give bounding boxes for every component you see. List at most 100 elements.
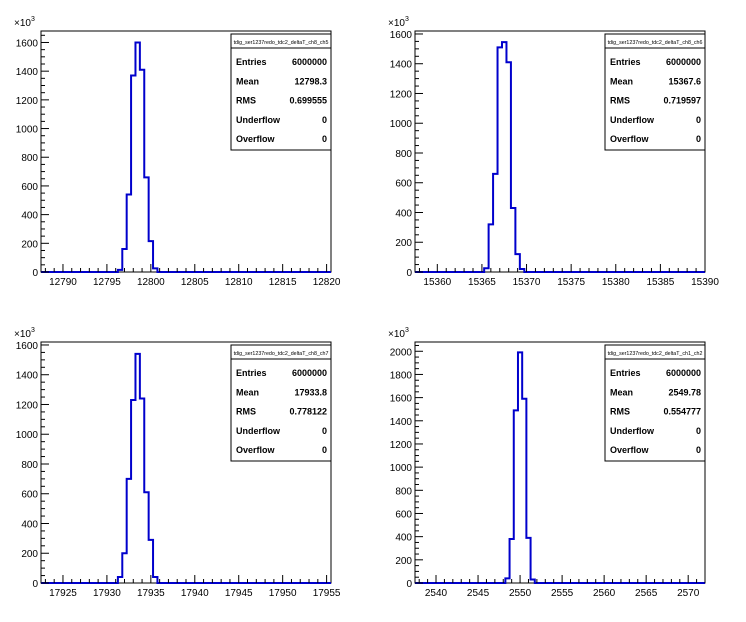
- stats-value: 6000000: [666, 57, 701, 67]
- stats-label: Mean: [236, 76, 259, 86]
- y-tick-label: 800: [21, 460, 38, 471]
- histogram-bin: [135, 354, 139, 583]
- histogram-bin: [118, 270, 122, 272]
- stats-label: Underflow: [236, 426, 281, 436]
- y-tick-label: 1800: [390, 370, 413, 381]
- y-tick-label: 1000: [16, 430, 39, 441]
- x-tick-label: 15390: [691, 277, 719, 288]
- x-tick-label: 2565: [635, 588, 658, 599]
- y-tick-label: 0: [32, 268, 38, 279]
- y-multiplier-label: ×10: [14, 18, 31, 29]
- y-multiplier-label: ×10: [388, 329, 405, 340]
- y-tick-label: 1000: [390, 463, 413, 474]
- y-tick-label: 600: [21, 490, 38, 501]
- stats-label: RMS: [236, 96, 256, 106]
- stats-value: 0: [322, 445, 327, 455]
- x-tick-label: 17955: [313, 588, 341, 599]
- y-tick-label: 400: [395, 208, 412, 219]
- x-tick-label: 15365: [468, 277, 496, 288]
- x-tick-label: 2560: [593, 588, 616, 599]
- y-tick-label: 1600: [16, 38, 39, 49]
- x-tick-label: 17950: [269, 588, 297, 599]
- stats-value: 2549.78: [668, 387, 701, 397]
- x-tick-label: 12795: [93, 277, 121, 288]
- x-tick-label: 2555: [551, 588, 574, 599]
- stats-label: Mean: [610, 387, 633, 397]
- y-exponent-label: 3: [405, 16, 409, 23]
- x-tick-label: 12790: [49, 277, 77, 288]
- y-multiplier-label: ×10: [14, 329, 31, 340]
- stats-value: 0.719597: [663, 96, 701, 106]
- y-multiplier-prefix: ×: [388, 18, 394, 29]
- y-multiplier-base: 10: [20, 329, 32, 340]
- histogram-bin: [493, 174, 497, 272]
- histogram-bin: [127, 195, 131, 272]
- histogram-bin: [506, 62, 510, 272]
- x-tick-label: 12800: [137, 277, 165, 288]
- histogram-bin: [140, 70, 144, 272]
- stats-value: 0.699555: [289, 96, 327, 106]
- y-tick-label: 0: [32, 579, 38, 590]
- x-tick-label: 15370: [513, 277, 541, 288]
- y-multiplier-label: ×10: [388, 18, 405, 29]
- y-multiplier-prefix: ×: [14, 18, 20, 29]
- y-exponent-label: 3: [31, 327, 35, 334]
- x-tick-label: 17945: [225, 588, 253, 599]
- y-tick-label: 600: [395, 509, 412, 520]
- histogram-bin: [520, 269, 524, 272]
- stats-value: 0.554777: [663, 407, 701, 417]
- stats-label: RMS: [610, 96, 630, 106]
- y-tick-label: 1000: [390, 119, 413, 130]
- stats-label: Overflow: [610, 134, 650, 144]
- histogram-bin: [511, 208, 515, 272]
- histogram-bin: [531, 580, 535, 583]
- x-tick-label: 17930: [93, 588, 121, 599]
- histogram-series-line: [415, 41, 705, 273]
- stats-value: 6000000: [292, 368, 327, 378]
- x-tick-label: 17940: [181, 588, 209, 599]
- x-tick-label: 15360: [423, 277, 451, 288]
- stats-label: Overflow: [610, 445, 650, 455]
- stats-value: 0: [696, 134, 701, 144]
- histogram-bin: [522, 399, 526, 583]
- x-tick-label: 17925: [49, 588, 77, 599]
- histogram-bin: [526, 538, 530, 583]
- stats-value: 12798.3: [294, 76, 327, 86]
- stats-title: tdig_ser1237redo_tdc2_deltaT_ch8_ch7: [234, 351, 329, 357]
- stats-label: Entries: [236, 57, 267, 67]
- y-tick-label: 1400: [16, 67, 39, 78]
- stats-label: RMS: [610, 407, 630, 417]
- y-tick-label: 0: [406, 579, 412, 590]
- x-tick-label: 15375: [557, 277, 585, 288]
- histogram-bin: [144, 492, 148, 583]
- histogram-bin: [122, 553, 126, 583]
- histogram-panel-2: 15360 15365 15370 15375 15380 15385 15390 0 200 4…: [388, 16, 719, 288]
- x-tick-label: 12810: [225, 277, 253, 288]
- histogram-bin: [127, 479, 131, 583]
- y-tick-label: 400: [21, 519, 38, 530]
- y-tick-label: 1400: [390, 60, 413, 71]
- y-tick-label: 1200: [390, 89, 413, 100]
- y-tick-label: 1600: [390, 30, 413, 41]
- y-multiplier-base: 10: [394, 18, 406, 29]
- stats-value: 0: [322, 426, 327, 436]
- x-tick-label: 2570: [677, 588, 700, 599]
- y-tick-label: 1400: [390, 417, 413, 428]
- stats-value: 17933.8: [294, 387, 327, 397]
- stats-value: 15367.6: [668, 76, 701, 86]
- stats-box: [230, 344, 332, 462]
- histogram-bin: [131, 75, 135, 272]
- stats-label: Overflow: [236, 445, 276, 455]
- stats-title: tdig_ser1237redo_tdc2_deltaT_ch1_ch2: [608, 351, 703, 357]
- histogram-series-line: [41, 352, 331, 584]
- y-tick-label: 200: [21, 549, 38, 560]
- stats-value: 0: [696, 426, 701, 436]
- stats-label: Entries: [610, 368, 641, 378]
- y-tick-label: 800: [395, 486, 412, 497]
- histogram-bin: [153, 268, 157, 272]
- stats-label: RMS: [236, 407, 256, 417]
- x-tick-label: 2545: [467, 588, 490, 599]
- y-tick-label: 1000: [16, 125, 39, 136]
- stats-label: Overflow: [236, 134, 276, 144]
